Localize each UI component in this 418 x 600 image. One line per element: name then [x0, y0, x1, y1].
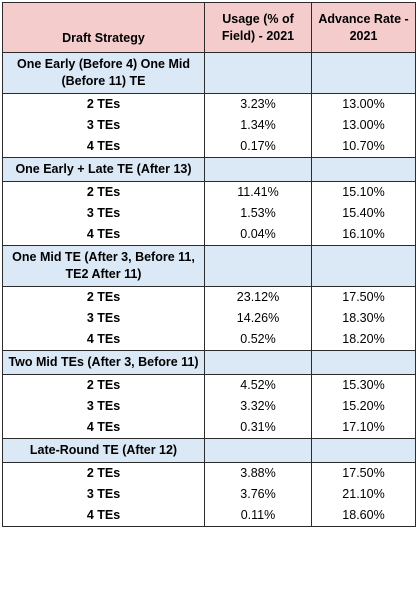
row-label: 3 TEs: [2, 203, 205, 224]
group-empty-cell: [311, 52, 416, 94]
table-row: 3 TEs 3.76% 21.10%: [2, 484, 416, 505]
row-advance: 17.10%: [311, 417, 416, 439]
row-advance: 15.30%: [311, 374, 416, 396]
row-advance: 17.50%: [311, 286, 416, 308]
group-title: One Mid TE (After 3, Before 11, TE2 Afte…: [2, 245, 205, 287]
group-empty-cell: [204, 438, 312, 463]
row-advance: 18.30%: [311, 308, 416, 329]
row-label: 4 TEs: [2, 224, 205, 246]
group-empty-cell: [311, 350, 416, 375]
group-empty-cell: [311, 157, 416, 182]
table-row: 4 TEs 0.31% 17.10%: [2, 417, 416, 439]
row-usage: 11.41%: [204, 181, 312, 203]
group-empty-cell: [311, 438, 416, 463]
row-usage: 3.23%: [204, 93, 312, 115]
row-usage: 4.52%: [204, 374, 312, 396]
group-row: Late-Round TE (After 12): [2, 438, 416, 463]
row-label: 2 TEs: [2, 374, 205, 396]
table-row: 4 TEs 0.52% 18.20%: [2, 329, 416, 351]
row-label: 3 TEs: [2, 396, 205, 417]
row-usage: 3.88%: [204, 462, 312, 484]
table-row: 3 TEs 14.26% 18.30%: [2, 308, 416, 329]
group-empty-cell: [204, 52, 312, 94]
group-row: One Mid TE (After 3, Before 11, TE2 Afte…: [2, 245, 416, 287]
row-usage: 23.12%: [204, 286, 312, 308]
row-usage: 0.52%: [204, 329, 312, 351]
row-usage: 0.11%: [204, 505, 312, 527]
group-empty-cell: [204, 245, 312, 287]
row-usage: 1.53%: [204, 203, 312, 224]
header-draft-strategy: Draft Strategy: [2, 2, 205, 53]
group-title: Late-Round TE (After 12): [2, 438, 205, 463]
table-row: 2 TEs 4.52% 15.30%: [2, 374, 416, 396]
row-label: 4 TEs: [2, 136, 205, 158]
group-title: Two Mid TEs (After 3, Before 11): [2, 350, 205, 375]
table-container: Draft Strategy Usage (% of Field) - 2021…: [2, 2, 416, 527]
row-usage: 0.04%: [204, 224, 312, 246]
row-advance: 18.60%: [311, 505, 416, 527]
row-label: 3 TEs: [2, 308, 205, 329]
header-row: Draft Strategy Usage (% of Field) - 2021…: [2, 2, 416, 53]
table-row: 4 TEs 0.17% 10.70%: [2, 136, 416, 158]
table-row: 4 TEs 0.04% 16.10%: [2, 224, 416, 246]
row-usage: 3.76%: [204, 484, 312, 505]
table-row: 3 TEs 3.32% 15.20%: [2, 396, 416, 417]
row-label: 3 TEs: [2, 484, 205, 505]
group-empty-cell: [204, 157, 312, 182]
group-title: One Early + Late TE (After 13): [2, 157, 205, 182]
table-row: 2 TEs 3.88% 17.50%: [2, 462, 416, 484]
row-advance: 13.00%: [311, 115, 416, 136]
row-advance: 16.10%: [311, 224, 416, 246]
row-advance: 13.00%: [311, 93, 416, 115]
row-usage: 0.17%: [204, 136, 312, 158]
group-row: One Early (Before 4) One Mid (Before 11)…: [2, 52, 416, 94]
header-usage: Usage (% of Field) - 2021: [204, 2, 312, 53]
row-usage: 0.31%: [204, 417, 312, 439]
row-advance: 17.50%: [311, 462, 416, 484]
row-usage: 3.32%: [204, 396, 312, 417]
table-row: 4 TEs 0.11% 18.60%: [2, 505, 416, 527]
row-advance: 18.20%: [311, 329, 416, 351]
row-label: 4 TEs: [2, 329, 205, 351]
row-advance: 15.40%: [311, 203, 416, 224]
row-advance: 15.10%: [311, 181, 416, 203]
row-advance: 21.10%: [311, 484, 416, 505]
row-usage: 14.26%: [204, 308, 312, 329]
group-row: Two Mid TEs (After 3, Before 11): [2, 350, 416, 375]
header-advance-rate: Advance Rate - 2021: [311, 2, 416, 53]
row-label: 2 TEs: [2, 462, 205, 484]
table-row: 2 TEs 23.12% 17.50%: [2, 286, 416, 308]
group-empty-cell: [204, 350, 312, 375]
row-label: 4 TEs: [2, 417, 205, 439]
row-label: 2 TEs: [2, 93, 205, 115]
table-row: 2 TEs 11.41% 15.10%: [2, 181, 416, 203]
draft-strategy-table: Draft Strategy Usage (% of Field) - 2021…: [2, 2, 416, 527]
row-label: 2 TEs: [2, 286, 205, 308]
group-empty-cell: [311, 245, 416, 287]
row-label: 3 TEs: [2, 115, 205, 136]
table-row: 3 TEs 1.34% 13.00%: [2, 115, 416, 136]
row-usage: 1.34%: [204, 115, 312, 136]
table-body: One Early (Before 4) One Mid (Before 11)…: [2, 52, 416, 527]
row-advance: 10.70%: [311, 136, 416, 158]
row-label: 4 TEs: [2, 505, 205, 527]
group-row: One Early + Late TE (After 13): [2, 157, 416, 182]
table-row: 2 TEs 3.23% 13.00%: [2, 93, 416, 115]
group-title: One Early (Before 4) One Mid (Before 11)…: [2, 52, 205, 94]
row-label: 2 TEs: [2, 181, 205, 203]
row-advance: 15.20%: [311, 396, 416, 417]
table-row: 3 TEs 1.53% 15.40%: [2, 203, 416, 224]
